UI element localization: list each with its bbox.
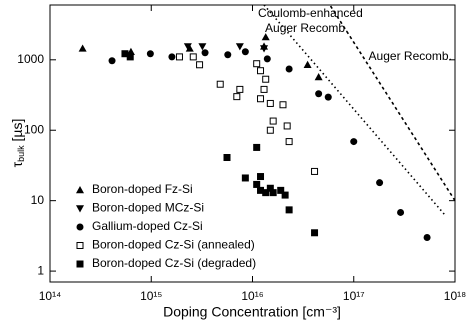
x-tick-label: 10¹⁶	[241, 289, 263, 303]
data-point	[376, 179, 384, 187]
data-point	[266, 126, 274, 134]
data-point	[279, 101, 287, 109]
data-point	[262, 75, 270, 83]
data-point	[311, 229, 319, 237]
data-point	[253, 180, 261, 188]
data-point	[241, 48, 249, 56]
data-point	[261, 33, 270, 41]
data-point	[233, 93, 241, 101]
data-point	[175, 53, 183, 61]
x-axis-label: Doping Concentration [cm⁻³]	[163, 304, 341, 320]
curve-label: Coulomb-enhanced	[258, 6, 363, 20]
data-point	[196, 61, 204, 69]
data-point	[168, 53, 176, 61]
data-point	[315, 90, 323, 98]
y-axis-label: τbulk [µs]	[9, 119, 27, 168]
curve-label: Auger Recomb.	[265, 21, 348, 35]
data-point	[257, 95, 265, 103]
x-tick-label: 10¹⁵	[140, 289, 162, 303]
data-point	[269, 189, 277, 197]
data-point	[257, 186, 265, 194]
data-point	[266, 99, 274, 107]
x-tick-label: 10¹⁴	[39, 289, 62, 303]
legend-marker	[76, 260, 84, 268]
data-point	[262, 189, 270, 197]
data-point	[216, 80, 224, 88]
x-tick-label: 10¹⁸	[444, 289, 466, 303]
legend-marker	[76, 186, 84, 194]
data-point	[253, 143, 261, 151]
legend-marker	[76, 205, 84, 213]
data-point	[303, 60, 312, 68]
data-point	[260, 85, 268, 93]
y-label-subscript: bulk	[16, 145, 26, 162]
legend-label: Boron-doped Cz-Si (annealed)	[92, 238, 255, 252]
data-point	[311, 167, 319, 175]
curve-label: Auger Recomb.	[369, 49, 452, 63]
data-point	[285, 206, 293, 214]
data-point	[183, 43, 192, 51]
legend-label: Boron-doped Cz-Si (degraded)	[92, 256, 256, 270]
data-point	[201, 49, 209, 57]
data-point	[198, 43, 207, 51]
data-point	[189, 53, 197, 61]
data-point	[78, 44, 87, 52]
data-point	[277, 186, 285, 194]
data-point	[126, 47, 135, 55]
data-point	[397, 208, 405, 216]
data-point	[283, 122, 291, 130]
model-curve	[329, 5, 456, 202]
data-point	[423, 233, 431, 241]
data-point	[281, 191, 289, 199]
data-point	[241, 174, 249, 182]
x-tick-label: 10¹⁷	[343, 289, 365, 303]
data-point	[235, 43, 244, 51]
data-point	[253, 60, 261, 68]
data-point	[126, 53, 134, 61]
data-point	[285, 65, 293, 73]
legend-marker	[76, 242, 84, 249]
legend-label: Gallium-doped Cz-Si	[92, 219, 203, 233]
data-point	[263, 55, 271, 63]
y-tick-label: 100	[24, 122, 44, 136]
legend-label: Boron-doped MCz-Si	[92, 201, 204, 215]
y-label-unit: [µs]	[9, 119, 25, 146]
legend-marker	[76, 223, 84, 231]
y-tick-label: 1000	[17, 52, 44, 66]
model-curve	[263, 4, 446, 216]
data-point	[285, 138, 293, 146]
data-point	[236, 85, 244, 93]
data-point	[260, 45, 269, 53]
data-point	[108, 57, 116, 65]
data-point	[121, 50, 129, 58]
data-point	[257, 173, 265, 181]
y-label-symbol: τ	[9, 161, 25, 167]
data-point	[350, 138, 358, 146]
data-point	[223, 154, 231, 162]
data-point	[257, 67, 265, 75]
data-point	[324, 93, 332, 101]
data-point	[269, 117, 277, 125]
y-tick-label: 10	[31, 193, 45, 207]
data-point	[146, 50, 154, 58]
y-tick-label: 1	[37, 263, 44, 277]
data-point	[266, 184, 274, 192]
data-point	[314, 72, 323, 81]
legend-label: Boron-doped Fz-Si	[92, 182, 193, 196]
data-point	[224, 51, 232, 59]
